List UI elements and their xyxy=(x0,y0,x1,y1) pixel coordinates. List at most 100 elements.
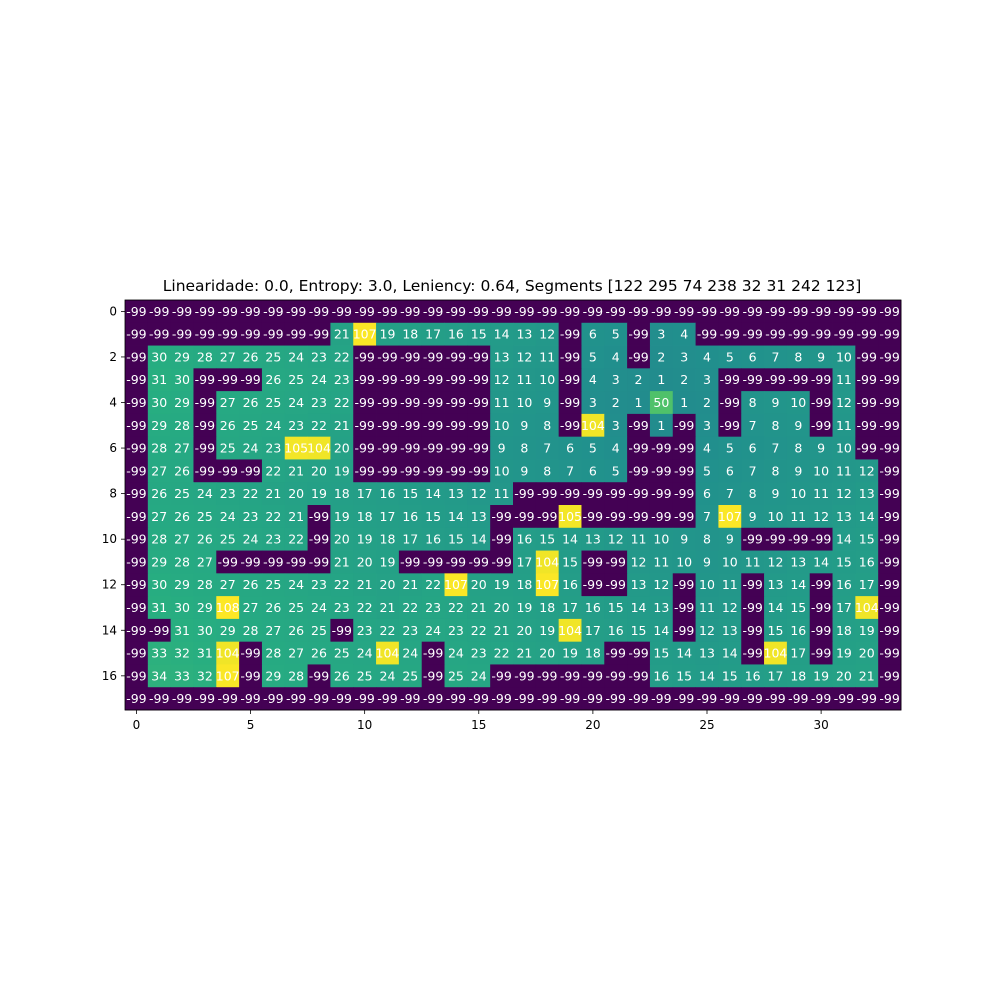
heatmap-cell xyxy=(718,550,742,574)
heatmap-cell xyxy=(535,550,560,574)
cell-value-label: 5 xyxy=(589,349,597,364)
heatmap-cell xyxy=(741,550,765,574)
heatmap-cell xyxy=(467,573,491,597)
cell-value-label: -99 xyxy=(217,372,237,387)
cell-value-label: 12 xyxy=(813,509,829,524)
heatmap-cell xyxy=(490,687,514,711)
cell-value-label: -99 xyxy=(879,577,899,592)
heatmap-cell xyxy=(627,664,651,688)
heatmap-cell xyxy=(421,664,445,688)
cell-value-label: -99 xyxy=(195,327,215,342)
cell-value-label: 104 xyxy=(558,623,582,638)
heatmap-cell xyxy=(467,687,491,711)
heatmap-cell xyxy=(604,596,628,620)
cell-value-label: -99 xyxy=(126,327,146,342)
heatmap-cell xyxy=(764,322,788,346)
cell-value-label: -99 xyxy=(879,372,899,387)
cell-value-label: -99 xyxy=(423,463,443,478)
heatmap-cell xyxy=(261,322,286,346)
heatmap-cell xyxy=(125,596,149,620)
heatmap-cell xyxy=(535,618,560,643)
cell-value-label: -99 xyxy=(674,418,694,433)
cell-value-label: -99 xyxy=(195,691,215,706)
cell-value-label: -99 xyxy=(377,304,397,319)
cell-value-label: 16 xyxy=(859,554,875,569)
cell-value-label: 11 xyxy=(813,486,829,501)
heatmap-cell xyxy=(147,573,172,597)
heatmap-cell xyxy=(809,527,833,551)
heatmap-cell xyxy=(695,459,719,483)
heatmap-cell xyxy=(718,322,742,346)
heatmap-cell xyxy=(284,596,308,620)
heatmap-cell xyxy=(467,618,491,643)
heatmap-cell xyxy=(376,550,400,574)
heatmap-cell xyxy=(444,687,468,711)
heatmap-cell xyxy=(125,459,149,483)
heatmap-cell xyxy=(490,300,514,324)
heatmap-cell xyxy=(558,618,582,643)
heatmap-cell xyxy=(376,664,400,688)
cell-value-label: 12 xyxy=(494,372,510,387)
heatmap-cell xyxy=(307,322,331,346)
heatmap-cell xyxy=(330,596,354,620)
cell-value-label: -99 xyxy=(240,463,260,478)
heatmap-cell xyxy=(216,505,240,529)
cell-value-label: 30 xyxy=(197,623,213,638)
cell-value-label: 6 xyxy=(566,441,574,456)
cell-value-label: -99 xyxy=(583,668,603,683)
cell-value-label: 17 xyxy=(859,577,875,592)
heatmap-cell xyxy=(330,618,354,643)
cell-value-label: -99 xyxy=(857,441,877,456)
heatmap-cell xyxy=(764,368,788,392)
heatmap-cell xyxy=(535,413,560,438)
heatmap-cell xyxy=(307,618,331,643)
cell-value-label: 1 xyxy=(635,395,643,410)
heatmap-cell xyxy=(581,391,605,415)
cell-value-label: 14 xyxy=(813,554,829,569)
heatmap-cell xyxy=(490,618,514,643)
cell-value-label: -99 xyxy=(354,418,374,433)
cell-value-label: 15 xyxy=(562,554,578,569)
cell-value-label: -99 xyxy=(720,395,740,410)
heatmap-cell xyxy=(627,596,651,620)
cell-value-label: -99 xyxy=(377,418,397,433)
cell-value-label: 20 xyxy=(471,577,487,592)
heatmap-cell xyxy=(216,641,240,665)
heatmap-cell xyxy=(444,573,468,597)
heatmap-cell xyxy=(878,596,902,620)
cell-value-label: 27 xyxy=(243,600,259,615)
heatmap-cell xyxy=(855,345,879,369)
heatmap-cell xyxy=(398,527,423,551)
cell-value-label: -99 xyxy=(583,577,603,592)
heatmap-cell xyxy=(672,300,696,324)
cell-value-label: 12 xyxy=(631,554,647,569)
cell-value-label: 28 xyxy=(265,646,281,661)
heatmap-cell xyxy=(649,436,674,460)
cell-value-label: 4 xyxy=(589,372,597,387)
heatmap-cell xyxy=(786,618,811,643)
heatmap-cell xyxy=(649,664,674,688)
heatmap-cell xyxy=(558,687,582,711)
heatmap-cell xyxy=(398,459,423,483)
cell-value-label: -99 xyxy=(400,349,420,364)
heatmap-cell xyxy=(741,459,765,483)
heatmap-cell xyxy=(353,322,377,346)
cell-value-label: 20 xyxy=(380,577,396,592)
cell-value-label: 26 xyxy=(311,646,327,661)
heatmap-cell xyxy=(764,413,788,438)
cell-value-label: -99 xyxy=(126,304,146,319)
cell-value-label: -99 xyxy=(469,349,489,364)
cell-value-label: -99 xyxy=(742,646,762,661)
heatmap-cell xyxy=(786,300,811,324)
heatmap-cell xyxy=(170,322,194,346)
cell-value-label: -99 xyxy=(400,441,420,456)
heatmap-cell xyxy=(353,459,377,483)
cell-value-label: 13 xyxy=(448,486,464,501)
heatmap-cell xyxy=(832,459,856,483)
cell-value-label: -99 xyxy=(446,463,466,478)
heatmap-cell xyxy=(147,550,172,574)
heatmap-cell xyxy=(558,459,582,483)
heatmap-cell xyxy=(490,482,514,506)
cell-value-label: 23 xyxy=(425,600,441,615)
cell-value-label: 9 xyxy=(817,349,825,364)
